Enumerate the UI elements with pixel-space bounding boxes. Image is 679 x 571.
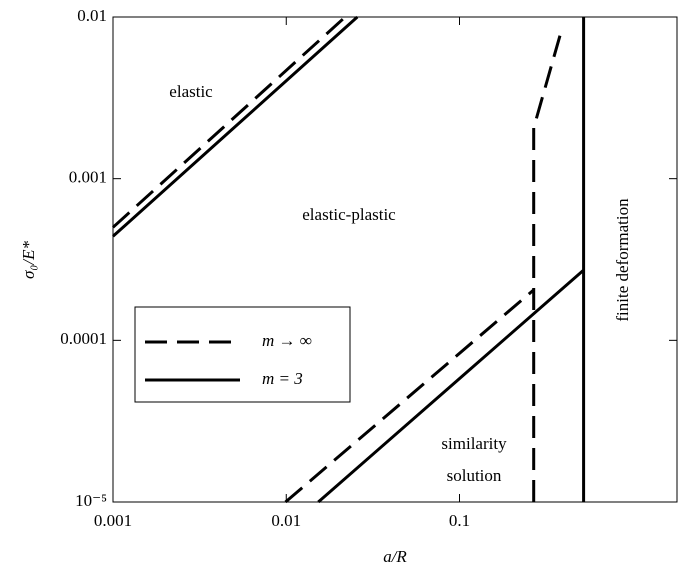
y-axis-label: σ₀/E* <box>19 241 38 279</box>
x-axis-label: a/R <box>383 547 407 566</box>
annotation: similarity <box>441 434 507 453</box>
x-tick-label: 0.1 <box>449 511 470 530</box>
y-tick-label: 0.001 <box>69 168 107 187</box>
legend-box <box>134 306 351 403</box>
series-line <box>111 15 563 504</box>
annotation: elastic <box>169 82 213 101</box>
y-tick-label: 10⁻⁵ <box>75 491 107 510</box>
x-tick-label: 0.01 <box>271 511 301 530</box>
legend-label: m → ∞ <box>262 331 312 350</box>
x-tick-label: 0.001 <box>94 511 132 530</box>
legend-label: m = 3 <box>262 369 303 388</box>
series-line <box>111 15 586 504</box>
y-tick-label: 0.0001 <box>60 329 107 348</box>
plot-frame <box>112 16 678 503</box>
annotation: elastic-plastic <box>302 205 396 224</box>
legend: m → ∞ m = 3 <box>134 306 351 403</box>
y-tick-label: 0.01 <box>77 6 107 25</box>
annotation: solution <box>447 466 502 485</box>
annotation: finite deformation <box>613 198 632 322</box>
